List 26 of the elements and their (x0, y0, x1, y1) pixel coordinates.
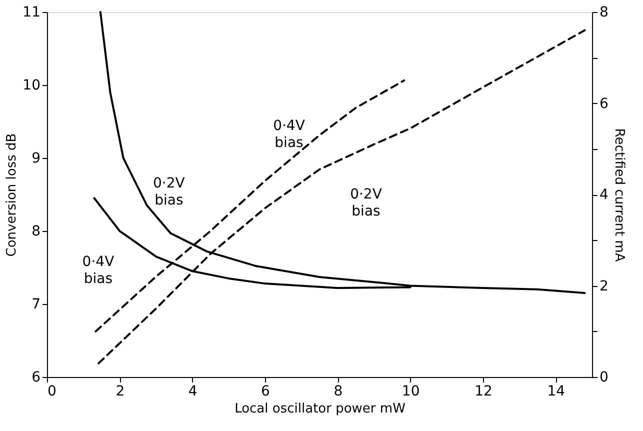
y-tick-label: 8 (32, 224, 40, 240)
x-axis-title: Local oscillator power mW (234, 402, 406, 416)
x-tick-label: 10 (402, 384, 420, 400)
x-tick-label: 2 (116, 384, 125, 400)
y2-tick-label: 2 (600, 278, 608, 294)
series-label: 0·4V bias (273, 118, 306, 151)
x-tick-label: 0 (48, 384, 56, 400)
y-tick-label: 6 (32, 370, 41, 386)
text: 0·2V bias (350, 186, 382, 220)
y-axis-title: Conversion loss dB (4, 133, 20, 257)
x-tick-label: 6 (261, 384, 270, 400)
x-tick-label: 14 (547, 384, 566, 400)
series-label: 0·2V bias (152, 175, 186, 208)
y2-tick-label: 6 (600, 96, 608, 112)
x-tick-label: 4 (188, 384, 198, 400)
x-tick-label: 8 (334, 384, 343, 400)
y-tick-label: 10 (22, 78, 40, 94)
series-label: 0·4V bias (82, 254, 115, 288)
y2-tick-label: 8 (600, 4, 608, 20)
y-tick-label: 7 (32, 296, 40, 312)
y-tick-label: 11 (22, 4, 40, 20)
y-tick-label: 9 (32, 150, 40, 166)
y2-tick-label: 4 (600, 187, 608, 203)
y2-tick-label: 0 (600, 370, 608, 386)
y2-axis-title: Rectified current mA (611, 128, 626, 262)
x-tick-label: 12 (474, 384, 492, 400)
